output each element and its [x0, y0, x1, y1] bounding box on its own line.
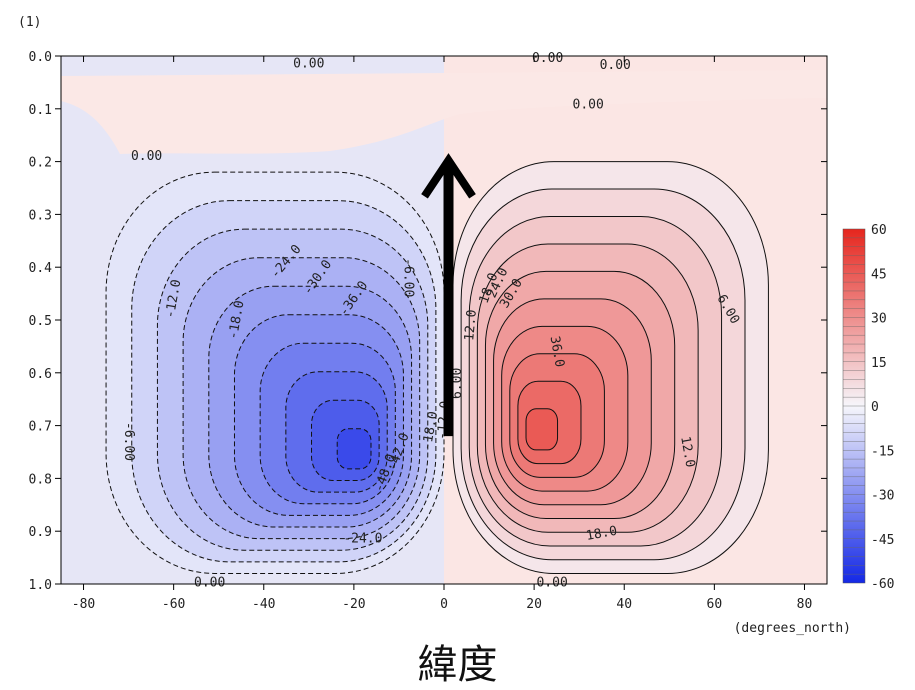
x-tick-label: 80 — [797, 597, 813, 612]
contour-labels: 0.00 0.00 0.00 0.00 0.00 0.00 0.00 -6.00 -6.00 -1… — [121, 51, 742, 590]
northern-cell-fill — [526, 408, 558, 450]
contour-label: -24.0 — [343, 532, 382, 547]
southern-cell-contour — [156, 228, 429, 551]
northern-cell-contour — [460, 188, 746, 561]
contour-label: 0.00 — [131, 149, 162, 164]
contour-label: 0.00 — [536, 575, 567, 590]
northern-cell-contour — [525, 408, 559, 451]
y-tick-label: 0.5 — [29, 314, 52, 329]
upper-band — [61, 70, 827, 154]
caption-latitude: 緯度 — [417, 642, 498, 688]
arrow-head — [421, 153, 476, 199]
x-tick-label: -60 — [162, 597, 185, 612]
northern-cell-contour — [517, 380, 582, 465]
colorbar-tick-label: -45 — [871, 533, 894, 548]
contour-label: 12.0 — [462, 309, 480, 342]
y-tick-label: 0.6 — [29, 367, 52, 382]
x-tick-label: -40 — [252, 597, 275, 612]
contour-label: 0.00 — [573, 98, 604, 113]
northern-cell-contour — [493, 298, 652, 506]
contour-label: 6.00 — [450, 368, 465, 399]
annotation-arrow — [421, 153, 476, 437]
contour-label: -12.0 — [163, 278, 185, 319]
x-axis-unit-label: (degrees_north) — [734, 621, 851, 636]
southern-cell-contour — [259, 342, 396, 505]
colorbar-tick-label: 15 — [871, 356, 887, 371]
x-tick-label: 20 — [526, 597, 542, 612]
colorbar-segments — [843, 237, 865, 575]
y-tick-label: 1.0 — [29, 578, 52, 593]
colorbar-tick-label: 0 — [871, 400, 879, 415]
southern-cell-contour — [285, 371, 388, 493]
southern-cell-contour — [311, 399, 380, 482]
contour-label: 0.00 — [194, 575, 225, 590]
contour-label: 0.00 — [532, 51, 563, 66]
x-axis: -80 -60 -40 -20 0 20 40 60 80 — [72, 56, 813, 612]
x-tick-label: 60 — [707, 597, 723, 612]
x-tick-label: 0 — [440, 597, 448, 612]
contour-label: 36.0 — [547, 335, 567, 368]
y-tick-label: 0.9 — [29, 525, 52, 540]
contour-label: 0.00 — [600, 58, 631, 73]
southern-cell-contour — [208, 285, 413, 528]
corner-label: (1) — [18, 15, 41, 30]
colorbar-tick-label: 30 — [871, 312, 887, 327]
y-tick-label: 0.8 — [29, 472, 52, 487]
southern-cell-contour — [105, 171, 445, 574]
x-tick-label: -20 — [342, 597, 365, 612]
northern-cell-contour — [484, 270, 676, 520]
colorbar-tick-label: 45 — [871, 267, 887, 282]
northern-cell-contour — [468, 216, 723, 547]
contour-label: -18.0 — [420, 410, 442, 451]
colorbar-tick-label: -15 — [871, 444, 894, 459]
y-tick-label: 0.3 — [29, 208, 52, 223]
colorbar-ticks: 60 45 30 15 0 -15 -30 -45 -60 — [871, 223, 894, 592]
contour-label: 12.0 — [677, 435, 697, 468]
contour-label: -18.0 — [226, 299, 248, 340]
y-tick-label: 0.1 — [29, 103, 52, 118]
y-tick-label: 0.0 — [29, 50, 52, 65]
plot-area — [61, 56, 827, 584]
y-tick-label: 0.7 — [29, 420, 52, 435]
northern-cell-contour — [501, 325, 629, 492]
southern-cell-contour — [182, 257, 421, 540]
x-tick-label: -80 — [72, 597, 95, 612]
contour-label: -6.00 — [400, 258, 415, 297]
colorbar-tick-label: -60 — [871, 577, 894, 592]
contour-label: -6.00 — [121, 422, 136, 461]
x-tick-label: 40 — [616, 597, 632, 612]
contour-label: 18.0 — [585, 524, 618, 544]
colorbar-tick-label: -30 — [871, 489, 894, 504]
y-axis: 0.0 0.1 0.2 0.3 0.4 0.5 0.6 0.7 0.8 0.9 1.0 — [29, 50, 827, 593]
colorbar-tick-label: 60 — [871, 223, 887, 238]
southern-cell-contour — [131, 200, 437, 563]
y-tick-label: 0.2 — [29, 156, 52, 171]
y-tick-label: 0.4 — [29, 261, 53, 276]
northern-cell-contour — [476, 243, 699, 533]
southern-cell-fill — [337, 428, 372, 469]
northern-cell-contour — [509, 353, 605, 478]
contour-label: 0.00 — [293, 56, 324, 71]
